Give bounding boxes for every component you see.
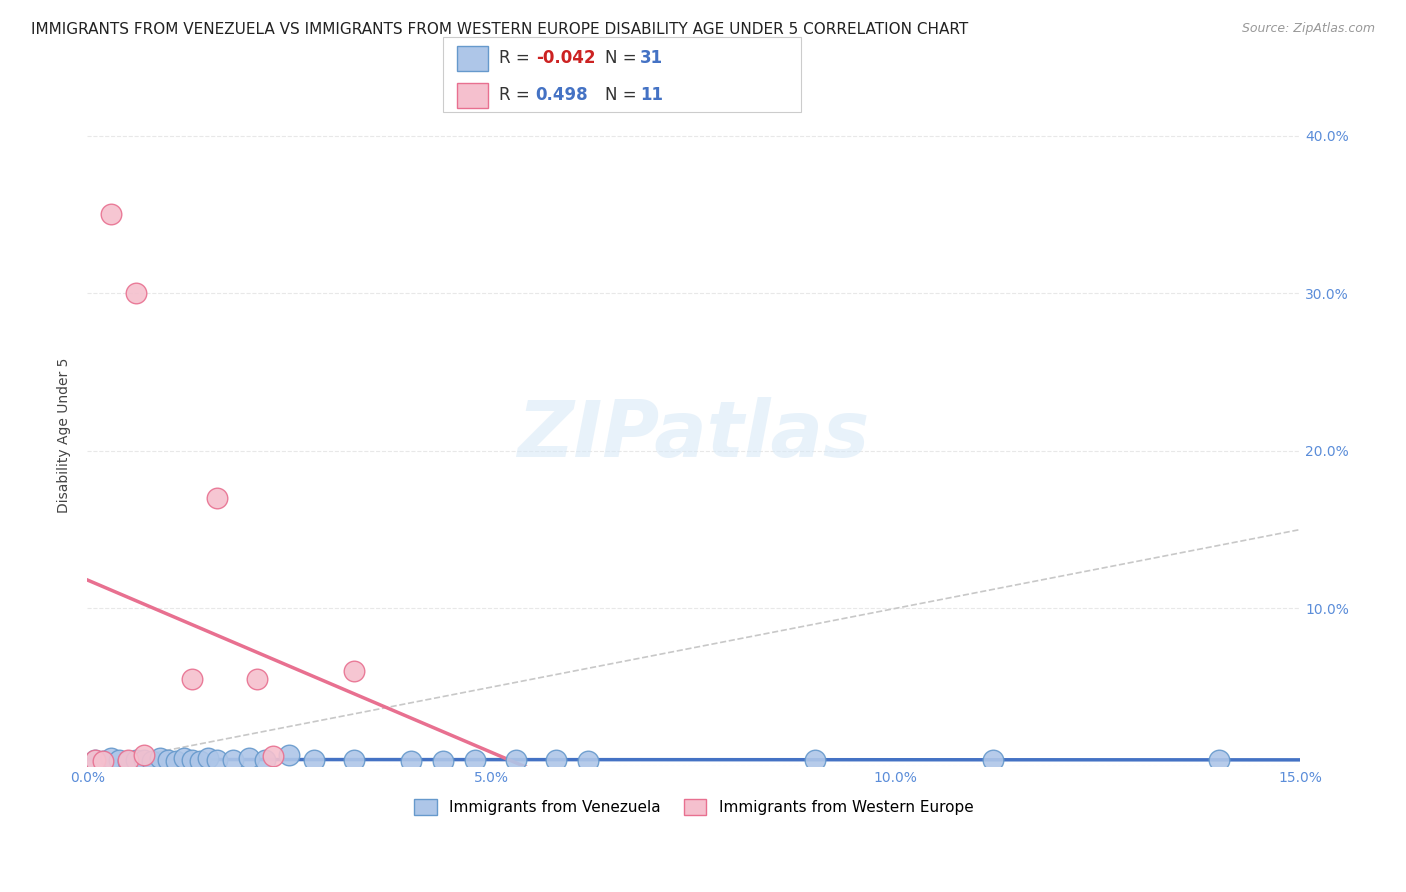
Point	[505, 753, 527, 767]
Point	[238, 751, 260, 765]
Text: ZIPatlas: ZIPatlas	[517, 397, 870, 473]
Point	[117, 754, 139, 768]
Legend: Immigrants from Venezuela, Immigrants from Western Europe: Immigrants from Venezuela, Immigrants fr…	[408, 793, 980, 822]
Point	[124, 286, 146, 301]
Point	[100, 207, 122, 221]
Point	[1208, 753, 1230, 767]
Point	[399, 754, 422, 768]
Point	[132, 753, 155, 767]
Point	[278, 747, 301, 762]
Point	[132, 747, 155, 762]
Point	[464, 753, 486, 767]
Point	[84, 753, 107, 767]
Point	[246, 672, 269, 686]
Text: 11: 11	[640, 87, 662, 104]
Point	[432, 754, 454, 768]
Text: N =: N =	[605, 49, 641, 67]
Point	[546, 753, 568, 767]
Point	[156, 753, 179, 767]
Point	[149, 751, 172, 765]
Point	[108, 753, 131, 767]
Point	[91, 754, 114, 768]
Point	[190, 754, 212, 768]
Text: Source: ZipAtlas.com: Source: ZipAtlas.com	[1241, 22, 1375, 36]
Point	[804, 753, 827, 767]
Point	[124, 753, 146, 767]
Point	[100, 751, 122, 765]
Text: 0.498: 0.498	[536, 87, 588, 104]
Point	[173, 751, 195, 765]
Point	[165, 754, 187, 768]
Text: 31: 31	[640, 49, 662, 67]
Point	[205, 491, 228, 505]
Point	[343, 665, 366, 679]
Point	[84, 753, 107, 767]
Text: IMMIGRANTS FROM VENEZUELA VS IMMIGRANTS FROM WESTERN EUROPE DISABILITY AGE UNDER: IMMIGRANTS FROM VENEZUELA VS IMMIGRANTS …	[31, 22, 969, 37]
Point	[343, 753, 366, 767]
Point	[117, 753, 139, 767]
Point	[222, 753, 245, 767]
Y-axis label: Disability Age Under 5: Disability Age Under 5	[58, 358, 72, 513]
Text: R =: R =	[499, 87, 536, 104]
Point	[254, 753, 277, 767]
Point	[302, 753, 325, 767]
Text: R =: R =	[499, 49, 536, 67]
Point	[181, 672, 204, 686]
Point	[91, 754, 114, 768]
Text: -0.042: -0.042	[536, 49, 595, 67]
Point	[578, 754, 600, 768]
Text: N =: N =	[605, 87, 641, 104]
Point	[181, 753, 204, 767]
Point	[981, 753, 1004, 767]
Point	[197, 751, 219, 765]
Point	[205, 753, 228, 767]
Point	[141, 754, 163, 768]
Point	[262, 749, 284, 764]
